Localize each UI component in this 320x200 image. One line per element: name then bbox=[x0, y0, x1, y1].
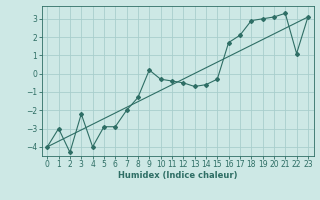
X-axis label: Humidex (Indice chaleur): Humidex (Indice chaleur) bbox=[118, 171, 237, 180]
